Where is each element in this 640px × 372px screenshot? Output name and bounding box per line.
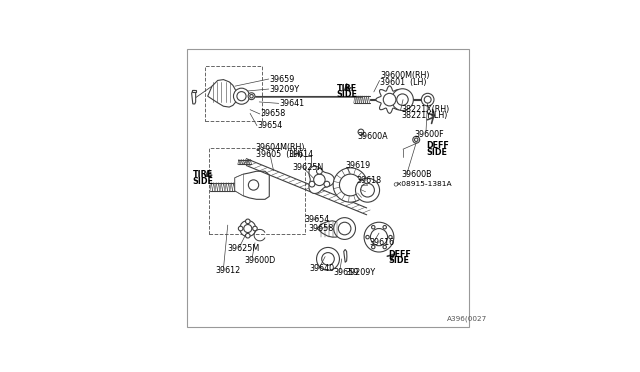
- Circle shape: [238, 226, 243, 231]
- Polygon shape: [191, 90, 196, 92]
- Circle shape: [397, 94, 408, 105]
- Text: 39619: 39619: [346, 161, 371, 170]
- Text: SIDE: SIDE: [193, 177, 214, 186]
- Text: 39654: 39654: [305, 215, 330, 224]
- Polygon shape: [235, 174, 243, 196]
- Circle shape: [314, 174, 325, 186]
- Text: 39209Y: 39209Y: [269, 84, 300, 93]
- Text: DEFF: DEFF: [426, 141, 449, 150]
- Circle shape: [234, 88, 250, 104]
- Text: 39612: 39612: [216, 266, 241, 275]
- Text: 39605  (LH): 39605 (LH): [256, 150, 303, 158]
- Text: 39625M: 39625M: [227, 244, 259, 253]
- Circle shape: [364, 222, 394, 252]
- Circle shape: [333, 168, 367, 202]
- Circle shape: [324, 181, 330, 187]
- Circle shape: [250, 94, 253, 98]
- Circle shape: [361, 183, 374, 197]
- Circle shape: [309, 181, 315, 187]
- Text: 39640: 39640: [309, 264, 335, 273]
- Text: 39600D: 39600D: [244, 256, 276, 264]
- Text: TIRE: TIRE: [337, 84, 356, 93]
- Text: 39600A: 39600A: [357, 132, 388, 141]
- Text: 39600M(RH): 39600M(RH): [380, 71, 429, 80]
- Circle shape: [339, 174, 361, 196]
- Circle shape: [244, 225, 252, 232]
- Circle shape: [339, 222, 351, 235]
- Circle shape: [240, 221, 256, 237]
- Circle shape: [421, 93, 434, 106]
- Polygon shape: [317, 221, 339, 237]
- Text: 39600B: 39600B: [401, 170, 431, 179]
- Circle shape: [237, 92, 246, 101]
- Circle shape: [383, 245, 387, 249]
- Circle shape: [246, 219, 250, 224]
- Circle shape: [248, 93, 255, 100]
- Text: 39659: 39659: [333, 268, 358, 277]
- Text: 38221X(RH): 38221X(RH): [401, 105, 449, 113]
- Text: TIRE: TIRE: [193, 170, 213, 179]
- Text: 39618: 39618: [356, 176, 382, 185]
- Circle shape: [358, 129, 364, 135]
- Circle shape: [317, 247, 339, 270]
- Circle shape: [317, 169, 323, 174]
- Text: 39641: 39641: [280, 99, 305, 108]
- Circle shape: [372, 245, 375, 249]
- Text: 39625N: 39625N: [292, 163, 323, 172]
- Circle shape: [372, 225, 375, 229]
- Circle shape: [392, 89, 413, 110]
- Text: 38221Y(LH): 38221Y(LH): [401, 111, 447, 120]
- Circle shape: [415, 138, 418, 141]
- Text: 39654: 39654: [258, 121, 283, 130]
- Polygon shape: [344, 250, 347, 262]
- Text: SIDE: SIDE: [337, 90, 358, 99]
- Circle shape: [246, 233, 250, 238]
- Circle shape: [333, 218, 355, 240]
- Text: A396(0027: A396(0027: [447, 316, 487, 322]
- Text: 39209Y: 39209Y: [345, 268, 375, 277]
- Circle shape: [383, 93, 396, 106]
- Polygon shape: [191, 90, 196, 104]
- Polygon shape: [376, 86, 403, 113]
- Polygon shape: [208, 80, 237, 107]
- Circle shape: [253, 226, 257, 231]
- Circle shape: [322, 253, 334, 265]
- Polygon shape: [309, 166, 334, 193]
- Circle shape: [383, 225, 387, 229]
- Circle shape: [355, 178, 380, 202]
- Circle shape: [388, 235, 392, 239]
- Text: 39604M(RH): 39604M(RH): [256, 143, 305, 152]
- Text: SIDE: SIDE: [426, 148, 447, 157]
- Circle shape: [366, 235, 369, 239]
- Text: 39658: 39658: [308, 224, 334, 233]
- Circle shape: [424, 96, 431, 103]
- Text: 39601  (LH): 39601 (LH): [380, 78, 427, 87]
- Text: 39659: 39659: [269, 74, 295, 83]
- Text: DEFF: DEFF: [388, 250, 411, 259]
- Text: 39616: 39616: [369, 238, 395, 247]
- Bar: [205, 66, 262, 121]
- Text: 39658: 39658: [260, 109, 286, 118]
- Bar: [209, 148, 305, 234]
- Circle shape: [413, 136, 420, 143]
- Polygon shape: [235, 171, 269, 199]
- Text: 39614: 39614: [289, 150, 314, 158]
- Circle shape: [248, 180, 259, 190]
- Text: SIDE: SIDE: [388, 256, 409, 264]
- Circle shape: [371, 228, 388, 246]
- Text: 39600F: 39600F: [414, 129, 444, 138]
- Text: ×08915-1381A: ×08915-1381A: [396, 182, 452, 187]
